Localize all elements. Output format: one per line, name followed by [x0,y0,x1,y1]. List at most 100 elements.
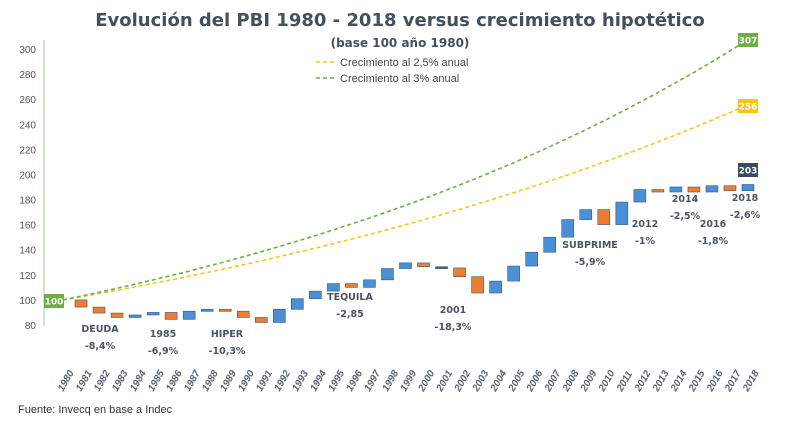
annotation-value: -18,3% [435,322,472,333]
x-tick-label: 1991 [254,368,275,393]
bar-2010 [597,209,611,225]
x-tick-label: 1987 [182,368,203,393]
x-tick-label: 1982 [92,368,113,393]
bar-2000 [417,262,430,267]
x-tick-label: 1983 [110,368,131,393]
x-tick-label: 1990 [236,368,257,393]
x-tick-label: 2003 [470,368,491,394]
source-note: Fuente: Invecq en base a Indec [18,404,173,416]
y-tick-label: 220 [19,145,36,156]
y-tick-label: 300 [19,45,36,56]
x-tick-label: 1995 [326,368,347,393]
annotation-label: 2001 [440,305,466,316]
chart-title: Evolución del PBI 1980 - 2018 versus cre… [95,10,705,31]
annotation-value: -1,8% [698,236,729,247]
annotation-label: 2012 [632,219,658,230]
bar-2015 [687,186,701,193]
annotation-label: TEQUILA [327,292,373,303]
bar-1999 [399,262,412,269]
annotation-label: 2014 [672,194,699,205]
y-tick-label: 80 [25,321,37,332]
annotation-value: -2,6% [730,210,761,221]
start-label: 100 [45,298,64,308]
bar-2013 [651,189,665,193]
x-tick-label: 2016 [705,368,726,394]
y-tick-label: 120 [19,271,36,282]
annotation-value: -2,85 [336,309,363,320]
annotation-value: -5,9% [575,257,606,268]
growth-line-25pct [62,103,749,301]
annotation-label: DEUDA [81,324,119,335]
x-tick-label: 2018 [741,368,762,394]
x-tick-label: 1989 [218,368,239,393]
x-tick-label: 2015 [686,368,707,394]
x-tick-label: 1988 [200,368,221,393]
end-label-3pct-bg [738,33,758,47]
bar-1993 [291,298,304,310]
x-tick-label: 1986 [164,368,185,393]
x-tick-label: 1981 [74,368,95,393]
x-tick-label: 2004 [488,368,509,394]
bar-2018 [741,184,755,192]
start-label-bg [44,294,64,308]
x-tick-label: 2012 [632,368,653,394]
x-tick-label: 2009 [578,368,599,394]
bar-2017 [723,185,737,192]
x-tick-label: 2006 [524,368,545,394]
y-tick-label: 160 [19,221,36,232]
annotation-value: -8,4% [85,341,116,352]
growth-lines [62,38,749,301]
waterfall-bars [74,184,755,323]
x-tick-label: 1992 [272,368,293,393]
bar-1981 [74,299,88,308]
x-tick-label: 1998 [381,368,402,393]
bar-2004 [489,280,502,294]
bar-1985 [146,312,160,316]
x-tick-label: 2005 [506,368,527,394]
bar-1987 [182,310,196,320]
x-tick-label: 1997 [363,368,384,393]
bar-2016 [705,185,719,193]
x-tick-label: 2017 [723,368,744,394]
x-ticks: 1980198119821983198419851986198719881989… [56,368,762,394]
y-tick-label: 240 [19,120,36,131]
end-label-3pct: 307 [739,37,758,47]
end-labels: 100 307 256 203 [44,33,758,308]
end-label-25pct: 256 [739,103,758,113]
x-tick-label: 1984 [128,368,149,393]
x-tick-label: 2001 [434,368,455,394]
x-tick-label: 1985 [146,368,167,393]
bar-2007 [543,236,557,253]
x-tick-label: 1996 [344,368,365,393]
x-tick-label: 2002 [452,368,473,394]
bar-2002 [453,267,466,278]
annotation-label: 1985 [150,329,176,340]
annotation-value: -1% [635,236,656,247]
x-tick-label: 2010 [596,368,617,394]
bar-2012 [633,189,647,203]
annotation-label: 2018 [732,193,759,204]
x-tick-label: 1980 [56,368,77,393]
x-tick-label: 1994 [308,368,329,393]
annotation-label: HIPER [211,329,244,340]
bar-2014 [669,186,683,193]
bar-2005 [507,265,520,282]
bar-2006 [525,251,538,267]
legend-label-25: Crecimiento al 2,5% anual [340,57,468,69]
x-tick-label: 2013 [650,368,671,394]
x-tick-label: 2011 [614,369,635,394]
bar-1989 [218,309,232,312]
growth-line-3pct [62,38,749,301]
chart-subtitle: (base 100 año 1980) [331,36,470,50]
x-tick-label: 2007 [542,368,563,394]
annotation-label: 2016 [700,219,727,230]
bar-2011 [615,201,629,225]
annotation-label: SUBPRIME [562,240,618,251]
bar-1998 [381,268,394,281]
bar-1996 [345,283,358,288]
y-tick-label: 260 [19,95,36,106]
bar-2001 [435,266,448,269]
bar-1991 [254,317,268,323]
bar-1983 [110,312,124,318]
end-label-25pct-bg [738,99,758,113]
